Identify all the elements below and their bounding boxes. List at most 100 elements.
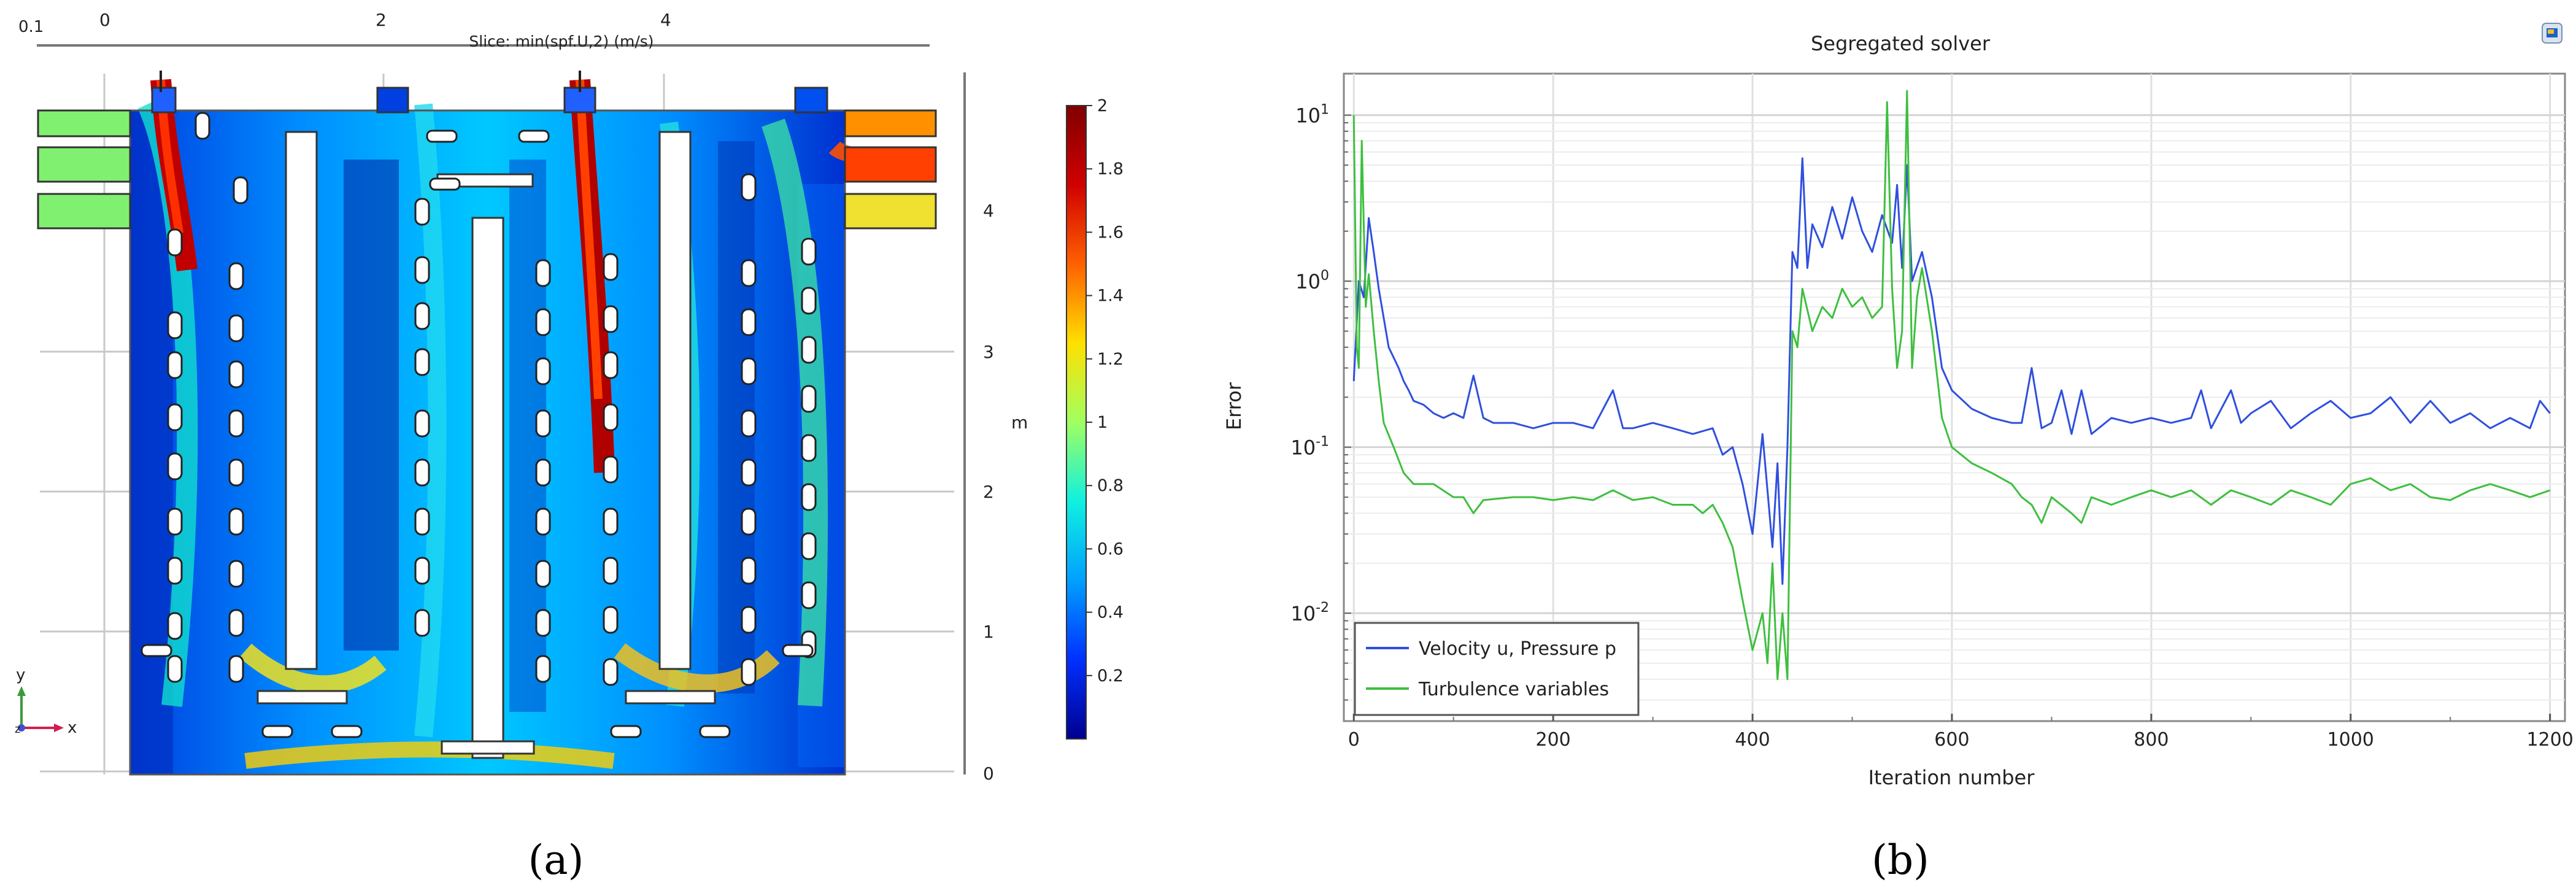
x-tick-label: 0: [1348, 729, 1360, 751]
y-tick-label: 4: [983, 201, 994, 221]
colorbar-tick-label: 1.4: [1097, 287, 1124, 306]
tube: [741, 508, 757, 536]
tube: [535, 508, 551, 536]
tube: [603, 557, 619, 585]
corner-label: 0.1: [18, 18, 44, 36]
tube: [535, 308, 551, 336]
y-axis-label: Error: [1222, 382, 1246, 430]
tube: [414, 256, 430, 284]
tube: [261, 725, 293, 738]
tube: [535, 458, 551, 487]
tube: [741, 173, 757, 201]
window-icon[interactable]: [2542, 23, 2563, 44]
y-axis-unit: m: [1011, 412, 1028, 433]
tube: [414, 409, 430, 438]
tube: [741, 308, 757, 336]
tube: [228, 609, 244, 637]
x-axis-label: Iteration number: [1868, 766, 2035, 789]
tube: [167, 612, 183, 640]
series-group: [1352, 90, 2551, 681]
series-line-velocity: [1352, 157, 2551, 585]
tube: [228, 262, 244, 290]
tube-bank: [141, 112, 817, 738]
tube: [414, 198, 430, 226]
x-tick-label: 1000: [2327, 729, 2374, 751]
tube: [228, 409, 244, 438]
x-tick-label: 4: [660, 10, 671, 30]
tube: [699, 725, 731, 738]
tube: [603, 508, 619, 536]
tube: [167, 351, 183, 379]
y-tick-label: 10-1: [1290, 434, 1329, 460]
chart-title: Segregated solver: [1811, 32, 1991, 55]
axis-ticks: 0 200 400 600 800 1000 1200 101 100 10-1 10-2: [1290, 102, 2573, 751]
tube: [414, 609, 430, 637]
tube: [603, 305, 619, 333]
tube: [801, 238, 817, 266]
x-tick-label: 400: [1735, 729, 1770, 751]
tube: [741, 557, 757, 585]
tube: [603, 606, 619, 634]
y-tick-label: 3: [983, 342, 994, 362]
inlet-pipe: [37, 193, 131, 230]
tube: [603, 351, 619, 379]
tube: [414, 508, 430, 536]
tube: [167, 508, 183, 536]
tube: [414, 348, 430, 376]
slice-title: Slice: min(spf.U,2) (m/s): [469, 33, 654, 50]
tube: [233, 176, 249, 204]
tube: [741, 409, 757, 438]
tube: [801, 483, 817, 511]
tube: [414, 458, 430, 487]
tube: [741, 259, 757, 287]
legend: Velocity u, Pressure p Turbulence variab…: [1354, 622, 1640, 716]
tube: [535, 609, 551, 637]
tube: [331, 725, 363, 738]
legend-label-velocity: Velocity u, Pressure p: [1419, 638, 1616, 660]
tube: [535, 259, 551, 287]
tube: [535, 357, 551, 385]
colorbar-tick-label: 1.6: [1097, 223, 1124, 242]
colorbar: 2 1.8 1.6 1.4 1.2 1 0.8 0.6 0.4 0.2: [1066, 96, 1124, 740]
tube: [741, 458, 757, 487]
colorbar-tick-label: 1.8: [1097, 160, 1124, 179]
caption-a: (a): [528, 836, 584, 884]
tube: [603, 658, 619, 686]
x-tick-label: 600: [1934, 729, 1969, 751]
colorbar-tick-label: 0.6: [1097, 539, 1124, 558]
tube: [603, 455, 619, 484]
outlet-pipe: [844, 146, 937, 183]
y-tick-label: 100: [1295, 268, 1329, 293]
axis-x-label: x: [67, 719, 77, 737]
tube: [167, 403, 183, 431]
tube: [741, 606, 757, 634]
tube: [535, 409, 551, 438]
tube: [167, 655, 183, 683]
tube: [167, 311, 183, 339]
tube: [228, 360, 244, 388]
axis-z-label: z: [15, 723, 20, 736]
tube: [801, 434, 817, 462]
inlet-pipe: [37, 146, 131, 183]
pipes: [37, 71, 937, 230]
tube: [426, 129, 458, 143]
colorbar-tick-label: 0.4: [1097, 603, 1124, 622]
y-tick-label: 1: [983, 622, 994, 642]
outlet-pipe: [844, 193, 937, 230]
tube: [801, 336, 817, 364]
tube: [782, 644, 814, 657]
tube: [228, 314, 244, 342]
tube: [167, 452, 183, 481]
colorbar-tick-label: 2: [1097, 96, 1108, 115]
tube: [228, 508, 244, 536]
tube: [518, 129, 550, 143]
colorbar-tick-label: 1.2: [1097, 350, 1124, 369]
tube: [801, 581, 817, 609]
tube: [228, 655, 244, 683]
tube: [195, 112, 210, 140]
panel-b: Segregated solver 0 200 400 600 800 1000 1200 1…: [1222, 23, 2574, 884]
tube: [414, 557, 430, 585]
colorbar-tick-label: 0.8: [1097, 476, 1124, 495]
tube: [167, 228, 183, 257]
colorbar-tick-label: 0.2: [1097, 666, 1124, 686]
